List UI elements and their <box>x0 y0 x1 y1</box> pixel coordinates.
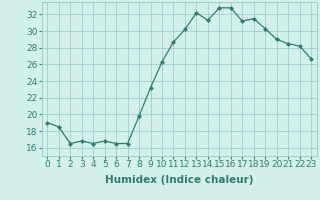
X-axis label: Humidex (Indice chaleur): Humidex (Indice chaleur) <box>105 175 253 185</box>
